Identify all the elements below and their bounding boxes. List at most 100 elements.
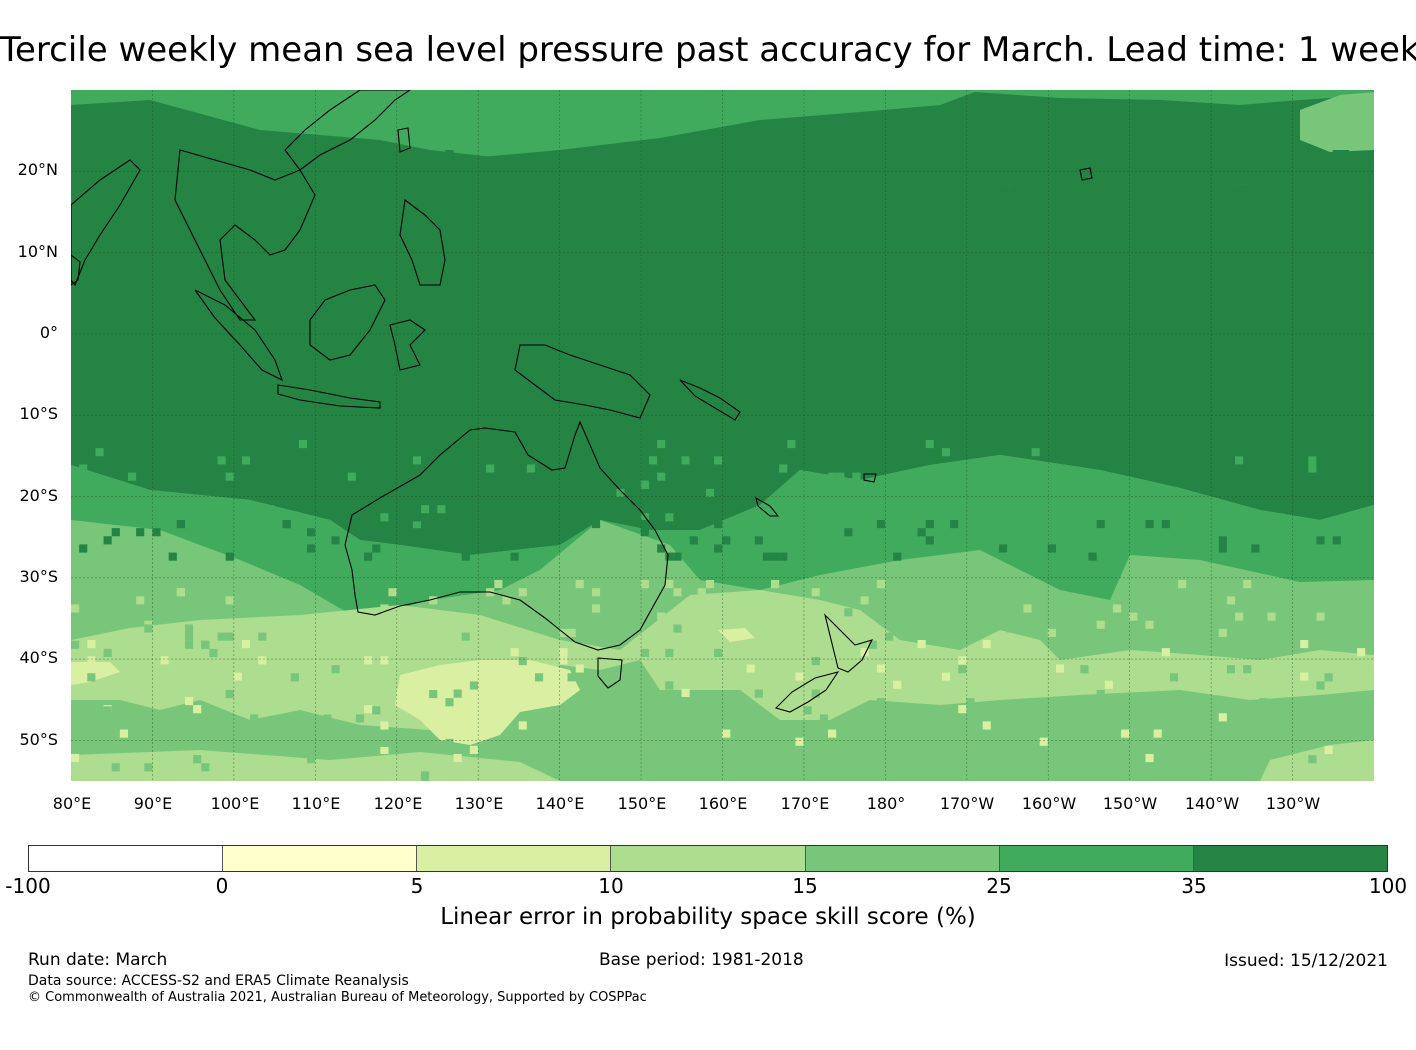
new-guinea-coast xyxy=(514,344,651,419)
skill-cell xyxy=(168,552,177,561)
skill-patches xyxy=(71,150,1366,781)
skill-cell xyxy=(225,552,234,561)
skill-cell xyxy=(665,552,674,561)
skill-cell xyxy=(673,588,682,597)
skill-cell xyxy=(184,632,194,641)
skill-cell xyxy=(795,672,804,681)
skill-cell xyxy=(1153,729,1162,738)
skill-cell xyxy=(1218,544,1227,553)
skill-cell xyxy=(762,596,772,605)
skill-cell xyxy=(290,673,299,682)
skill-cell xyxy=(1251,174,1260,183)
skill-cell xyxy=(87,656,96,665)
skill-cell xyxy=(1145,620,1154,629)
skill-cell xyxy=(364,190,373,199)
skill-cell xyxy=(762,552,772,561)
skill-cell xyxy=(225,596,234,605)
skill-cell xyxy=(1096,690,1105,699)
skill-cell xyxy=(307,755,316,764)
skill-cell xyxy=(893,182,902,191)
skill-cell xyxy=(225,690,234,699)
run-date: Run date: March xyxy=(28,950,168,970)
skill-cell xyxy=(705,722,715,731)
colorbar-tick: -100 xyxy=(5,874,51,898)
skill-cell xyxy=(844,528,853,537)
skill-cell xyxy=(461,552,470,561)
skill-cell xyxy=(648,628,658,637)
skill-cell xyxy=(127,472,137,481)
skill-cell xyxy=(648,456,658,465)
skill-cell xyxy=(990,746,999,756)
skill-cell xyxy=(1316,612,1325,621)
skill-cell xyxy=(811,689,820,698)
skill-cell xyxy=(828,729,837,738)
skill-cell xyxy=(779,552,788,561)
skill-cell xyxy=(925,190,934,199)
skill-cell xyxy=(640,698,649,707)
skill-cell xyxy=(697,596,706,605)
skill-cell xyxy=(559,656,568,665)
skill-cell xyxy=(518,656,527,666)
skill-cell xyxy=(364,656,373,665)
skill-cell xyxy=(1332,698,1341,707)
skill-cell xyxy=(184,624,194,633)
skill-cell xyxy=(347,150,356,159)
skill-cell xyxy=(193,174,202,183)
skill-cell xyxy=(241,640,251,649)
skill-cell xyxy=(87,624,96,633)
skill-cell xyxy=(1251,182,1260,191)
skill-cell xyxy=(380,604,389,613)
skill-cell xyxy=(754,536,763,545)
skill-cell xyxy=(705,488,715,497)
skill-cell xyxy=(982,730,991,739)
skill-cell xyxy=(876,664,885,673)
skill-cell xyxy=(429,536,438,545)
skill-cell xyxy=(347,472,356,481)
skill-cell xyxy=(87,640,96,649)
skill-cell xyxy=(860,648,869,657)
skill-cell xyxy=(71,604,80,613)
skill-cell xyxy=(1186,521,1195,530)
skill-cell xyxy=(136,596,145,605)
skill-cell xyxy=(1047,544,1056,553)
skill-cell xyxy=(486,464,495,473)
skill-cell xyxy=(966,698,975,707)
skill-cell xyxy=(665,648,674,657)
skill-cell xyxy=(526,464,535,473)
skill-cell xyxy=(478,520,487,529)
skill-cell xyxy=(152,528,161,537)
base-period: Base period: 1981-2018 xyxy=(599,950,804,970)
skill-cell xyxy=(1186,730,1195,739)
skill-cell xyxy=(1023,150,1032,159)
skill-cell xyxy=(591,174,601,183)
lat-label: 10°S xyxy=(19,404,58,423)
skill-cell xyxy=(665,580,674,589)
skill-cell xyxy=(591,588,601,597)
skill-band xyxy=(1300,92,1374,152)
skill-cell xyxy=(258,632,267,641)
skill-cell xyxy=(640,580,649,589)
skill-cell xyxy=(754,604,763,613)
skill-cell xyxy=(950,520,959,529)
skill-cell xyxy=(412,150,422,159)
colorbar-label: Linear error in probability space skill … xyxy=(440,904,976,930)
skill-cell xyxy=(754,689,763,698)
skill-cell xyxy=(364,552,373,561)
skill-cell xyxy=(836,636,845,646)
skill-cell xyxy=(241,190,251,199)
skill-cell xyxy=(844,608,853,617)
skill-cell xyxy=(771,580,780,589)
taiwan-coast xyxy=(397,127,411,153)
skill-cell xyxy=(1161,190,1170,199)
skill-cell xyxy=(868,600,877,609)
skill-cell xyxy=(1047,628,1056,637)
lon-label: 160°E xyxy=(698,794,748,813)
skill-cell xyxy=(103,648,112,657)
skill-cell xyxy=(282,600,291,609)
lon-label: 100°E xyxy=(210,794,260,813)
skill-cell xyxy=(95,624,104,633)
skill-cell xyxy=(355,714,365,723)
skill-cell xyxy=(811,588,820,597)
skill-cell xyxy=(1039,737,1048,746)
